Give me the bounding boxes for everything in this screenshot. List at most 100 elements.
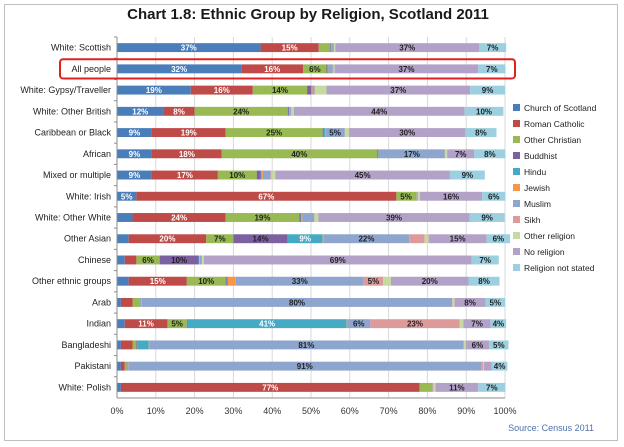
bar-segment-roman-catholic bbox=[124, 255, 137, 265]
chart-title: Chart 1.8: Ethnic Group by Religion, Sco… bbox=[127, 6, 489, 23]
bar-segment-religion-not-stated bbox=[491, 361, 508, 371]
data-label: 9% bbox=[462, 171, 474, 180]
bar-segment-other-christian bbox=[132, 340, 137, 350]
data-label: 16% bbox=[443, 192, 459, 201]
data-label: 14% bbox=[272, 86, 288, 95]
bar-segment-religion-not-stated bbox=[486, 234, 511, 244]
bar-segment-sikh bbox=[409, 234, 425, 244]
data-label: 22% bbox=[358, 235, 374, 244]
legend-label-religion-not-stated: Religion not stated bbox=[524, 263, 595, 273]
data-label: 14% bbox=[253, 235, 269, 244]
data-label: 67% bbox=[258, 192, 274, 201]
bar-segment-other-religion bbox=[424, 234, 429, 244]
bar-segment-other-christian bbox=[136, 255, 160, 265]
bar-segment-no-religion bbox=[484, 361, 492, 371]
bar-segment-other-religion bbox=[383, 276, 391, 286]
bar-segment-religion-not-stated bbox=[449, 170, 485, 180]
bar-segment-no-religion bbox=[334, 64, 479, 74]
bar-segment-muslim bbox=[432, 382, 434, 392]
category-label: Other ethnic groups bbox=[32, 276, 112, 286]
category-label: White: Other British bbox=[33, 106, 111, 116]
x-tick-label: 80% bbox=[418, 406, 436, 416]
data-label: 7% bbox=[471, 320, 483, 329]
bar-segment-muslim bbox=[323, 234, 410, 244]
data-label: 33% bbox=[292, 277, 308, 286]
category-label: All people bbox=[71, 64, 111, 74]
bar-segment-religion-not-stated bbox=[482, 191, 506, 201]
data-label: 8% bbox=[478, 277, 490, 286]
bar-segment-buddhist bbox=[136, 340, 138, 350]
bar-segment-other-religion bbox=[418, 191, 421, 201]
bar-segment-no-religion bbox=[465, 340, 490, 350]
data-label: 16% bbox=[214, 86, 230, 95]
bar-segment-roman-catholic bbox=[136, 191, 397, 201]
bar-segment-no-religion bbox=[275, 170, 450, 180]
legend-label-hindu: Hindu bbox=[524, 167, 546, 177]
data-label: 5% bbox=[171, 320, 183, 329]
legend-label-other-religion: Other religion bbox=[524, 231, 575, 241]
bar-segment-religion-not-stated bbox=[478, 382, 506, 392]
bar-segment-church-of-scotland bbox=[117, 170, 152, 180]
bar-segment-church-of-scotland bbox=[117, 149, 152, 159]
data-label: 5% bbox=[493, 341, 505, 350]
data-label: 7% bbox=[486, 383, 498, 392]
legend-swatch-religion-not-stated bbox=[513, 264, 520, 271]
bar-segment-sikh bbox=[370, 319, 460, 329]
x-tick-label: 30% bbox=[224, 406, 242, 416]
bar-segment-roman-catholic bbox=[151, 128, 226, 138]
bar-segment-church-of-scotland bbox=[117, 213, 133, 222]
legend-label-buddhist: Buddhist bbox=[524, 151, 558, 161]
data-label: 37% bbox=[390, 86, 406, 95]
data-label: 19% bbox=[146, 86, 162, 95]
bar-segment-other-christian bbox=[225, 128, 323, 138]
data-label: 37% bbox=[181, 44, 197, 53]
bar-segment-buddhist bbox=[330, 43, 332, 53]
bar-segment-muslim bbox=[378, 149, 445, 159]
bar-segment-jewish bbox=[311, 85, 313, 95]
x-tick-label: 90% bbox=[457, 406, 475, 416]
legend-label-sikh: Sikh bbox=[524, 215, 541, 225]
bar-segment-other-christian bbox=[186, 276, 226, 286]
category-label: Chinese bbox=[78, 255, 111, 265]
bar-segment-hindu bbox=[226, 276, 228, 286]
x-tick-label: 50% bbox=[302, 406, 320, 416]
data-label: 24% bbox=[233, 107, 249, 116]
legend-swatch-no-religion bbox=[513, 248, 520, 255]
bar-segment-muslim bbox=[328, 64, 333, 74]
bar-segment-hindu bbox=[323, 128, 325, 138]
bar-segment-church-of-scotland bbox=[117, 340, 121, 350]
bar-segment-buddhist bbox=[186, 319, 188, 329]
bar-segment-jewish bbox=[141, 297, 142, 307]
bar-segment-hindu bbox=[260, 170, 262, 180]
bar-segment-other-religion bbox=[452, 297, 455, 307]
data-label: 16% bbox=[264, 65, 280, 74]
bar-segment-buddhist bbox=[287, 106, 289, 116]
x-tick-label: 100% bbox=[493, 406, 516, 416]
bar-segment-hindu bbox=[300, 213, 302, 222]
data-label: 25% bbox=[266, 129, 282, 138]
data-label: 10% bbox=[229, 171, 245, 180]
data-label: 6% bbox=[142, 256, 154, 265]
bar-segment-no-religion bbox=[435, 382, 479, 392]
data-label: 44% bbox=[371, 107, 387, 116]
bar-segment-other-religion bbox=[445, 149, 448, 159]
bar-segment-church-of-scotland bbox=[117, 85, 191, 95]
bar-segment-buddhist bbox=[307, 85, 311, 95]
legend-label-church-of-scotland: Church of Scotland bbox=[524, 103, 597, 113]
data-label: 5% bbox=[400, 192, 412, 201]
bar-segment-jewish bbox=[227, 276, 236, 286]
data-label: 37% bbox=[398, 65, 414, 74]
bar-segment-no-religion bbox=[318, 213, 470, 222]
bar-segment-no-religion bbox=[390, 276, 469, 286]
bar-segment-muslim bbox=[290, 106, 292, 116]
data-label: 8% bbox=[464, 298, 476, 307]
category-label: White: Polish bbox=[58, 382, 111, 392]
legend-label-other-christian: Other Christian bbox=[524, 135, 581, 145]
bar-segment-muslim bbox=[416, 191, 418, 201]
bar-segment-church-of-scotland bbox=[117, 191, 137, 201]
bar-segment-other-religion bbox=[271, 170, 276, 180]
bar-segment-sikh bbox=[363, 276, 384, 286]
bar-segment-other-religion bbox=[291, 106, 294, 116]
bar-segment-roman-catholic bbox=[120, 340, 133, 350]
bar-segment-church-of-scotland bbox=[117, 64, 242, 74]
